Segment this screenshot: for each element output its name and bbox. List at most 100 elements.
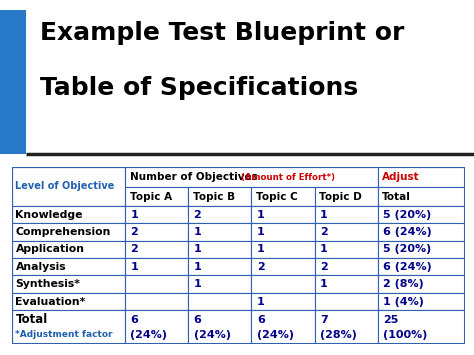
Bar (188, 223, 251, 241)
Text: 25: 25 (383, 315, 399, 325)
Bar (125, 241, 188, 258)
Bar (12, 223, 125, 241)
Text: Analysis: Analysis (16, 262, 66, 272)
Bar (378, 187, 465, 206)
Text: Total: Total (382, 192, 411, 202)
Bar (251, 187, 315, 206)
Bar (251, 310, 315, 344)
Text: (100%): (100%) (383, 330, 428, 340)
Text: 1: 1 (320, 244, 328, 255)
Text: Table of Specifications: Table of Specifications (40, 76, 358, 100)
Text: (Amount of Effort*): (Amount of Effort*) (241, 173, 335, 181)
Text: 5 (20%): 5 (20%) (383, 209, 431, 220)
Text: 1: 1 (193, 244, 201, 255)
Text: 1: 1 (257, 296, 264, 307)
Text: Example Test Blueprint or: Example Test Blueprint or (40, 21, 405, 45)
Text: 1: 1 (193, 227, 201, 237)
Bar (188, 241, 251, 258)
Bar (12, 293, 125, 310)
Bar (378, 167, 465, 187)
Text: Synthesis*: Synthesis* (16, 279, 81, 289)
Bar (251, 223, 315, 241)
Bar (315, 293, 378, 310)
Text: 2: 2 (193, 209, 201, 220)
Bar (378, 223, 465, 241)
Text: Topic C: Topic C (256, 192, 298, 202)
Bar (188, 206, 251, 223)
Bar (315, 223, 378, 241)
Bar (251, 275, 315, 293)
Text: 1: 1 (257, 227, 264, 237)
Text: 1: 1 (130, 262, 138, 272)
Text: 1: 1 (320, 209, 328, 220)
Bar (315, 258, 378, 275)
Bar (251, 241, 315, 258)
Bar (125, 206, 188, 223)
Bar (125, 258, 188, 275)
Text: 1: 1 (130, 209, 138, 220)
Text: 2: 2 (130, 244, 138, 255)
Text: *Adjustment factor: *Adjustment factor (16, 330, 113, 339)
Bar (188, 258, 251, 275)
Text: 2: 2 (257, 262, 264, 272)
Text: 1: 1 (193, 279, 201, 289)
Bar (125, 275, 188, 293)
Bar (125, 187, 188, 206)
Text: 2: 2 (130, 227, 138, 237)
Bar (251, 293, 315, 310)
Text: 1: 1 (257, 244, 264, 255)
Bar (125, 293, 188, 310)
Text: Total: Total (16, 313, 48, 326)
Bar (378, 241, 465, 258)
Bar (12, 206, 125, 223)
Text: 6: 6 (257, 315, 264, 325)
Text: 6 (24%): 6 (24%) (383, 227, 432, 237)
Text: (24%): (24%) (130, 330, 167, 340)
Text: Topic A: Topic A (129, 192, 172, 202)
Text: 1: 1 (320, 279, 328, 289)
Text: 2: 2 (320, 227, 328, 237)
Bar (12, 241, 125, 258)
Text: 6: 6 (193, 315, 201, 325)
Bar (125, 310, 188, 344)
Bar (251, 258, 315, 275)
Text: Topic B: Topic B (193, 192, 235, 202)
Bar (188, 187, 251, 206)
Bar (378, 275, 465, 293)
Bar (315, 275, 378, 293)
Text: Level of Objective: Level of Objective (16, 181, 115, 191)
Bar (188, 275, 251, 293)
Text: (24%): (24%) (193, 330, 231, 340)
Text: (24%): (24%) (257, 330, 294, 340)
Text: 7: 7 (320, 315, 328, 325)
Text: 2: 2 (320, 262, 328, 272)
Text: Number of Objectives: Number of Objectives (130, 172, 262, 182)
Bar (0, 10, 26, 153)
Bar (315, 241, 378, 258)
Text: Evaluation*: Evaluation* (16, 296, 86, 307)
Bar (315, 310, 378, 344)
Text: 5 (20%): 5 (20%) (383, 244, 431, 255)
Text: 1: 1 (193, 262, 201, 272)
Bar (378, 206, 465, 223)
Bar (125, 223, 188, 241)
Text: Adjust: Adjust (382, 172, 420, 182)
Text: 2 (8%): 2 (8%) (383, 279, 424, 289)
Bar (378, 293, 465, 310)
Bar (12, 310, 125, 344)
Text: Topic D: Topic D (319, 192, 362, 202)
Bar (12, 275, 125, 293)
Text: 1: 1 (257, 209, 264, 220)
Bar (12, 258, 125, 275)
Text: Comprehension: Comprehension (16, 227, 111, 237)
Bar (188, 293, 251, 310)
Text: 1 (4%): 1 (4%) (383, 296, 424, 307)
Bar (315, 206, 378, 223)
Bar (378, 310, 465, 344)
Text: Knowledge: Knowledge (16, 209, 83, 220)
Bar (12, 167, 125, 206)
Bar (188, 310, 251, 344)
Text: 6: 6 (130, 315, 138, 325)
Text: 6 (24%): 6 (24%) (383, 262, 432, 272)
Text: Application: Application (16, 244, 84, 255)
